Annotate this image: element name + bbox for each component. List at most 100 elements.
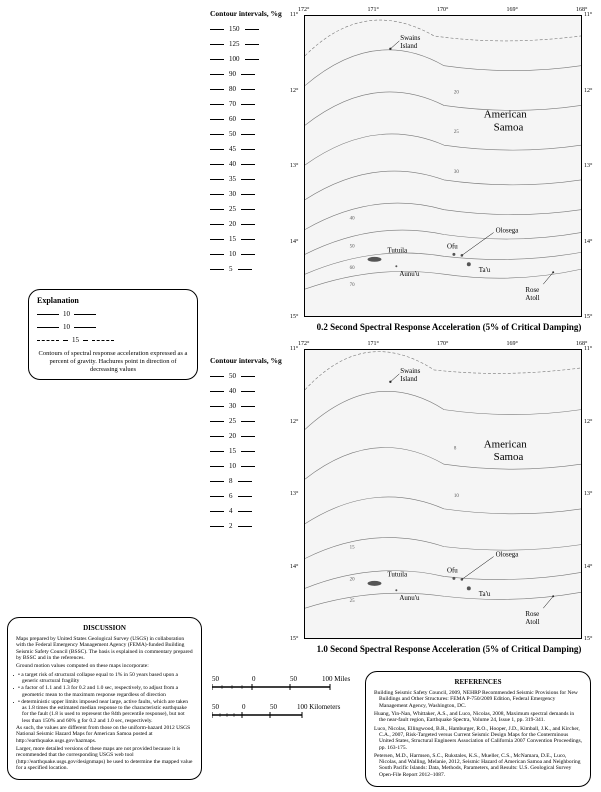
- scale-bar: 50 0 50 100 Miles 50 0 50 100 Kilometers: [212, 673, 362, 725]
- svg-text:20: 20: [350, 577, 355, 582]
- svg-text:Olosega: Olosega: [496, 551, 519, 559]
- explanation-title: Explanation: [37, 296, 189, 305]
- svg-text:100 Miles: 100 Miles: [322, 675, 350, 683]
- svg-text:Samoa: Samoa: [494, 121, 524, 133]
- svg-text:Island: Island: [400, 42, 417, 50]
- references-box: REFERENCES Building Seismic Safety Counc…: [365, 671, 591, 787]
- legend-solid-2: 10: [37, 323, 189, 331]
- lat-label: 14°: [290, 564, 298, 570]
- discussion-box: DISCUSSION Maps prepared by United State…: [7, 617, 202, 780]
- svg-text:Atoll: Atoll: [525, 294, 539, 302]
- references-title: REFERENCES: [374, 678, 582, 686]
- contour-row: 40: [210, 387, 282, 395]
- contour-top-title: Contour intervals, %g: [210, 9, 282, 18]
- svg-text:Swains: Swains: [400, 367, 420, 375]
- svg-text:Tutuila: Tutuila: [387, 570, 407, 578]
- svg-text:50: 50: [212, 703, 220, 711]
- olosega-label: Olosega: [496, 227, 519, 235]
- svg-text:50: 50: [212, 675, 220, 683]
- svg-text:Rose: Rose: [525, 610, 539, 618]
- svg-text:40: 40: [350, 217, 355, 222]
- contour-row: 125: [210, 40, 282, 48]
- explanation-box: Explanation 10 10 15 Contours of spectra…: [28, 289, 198, 380]
- contour-row: 35: [210, 175, 282, 183]
- svg-text:Samoa: Samoa: [494, 451, 524, 463]
- tau-label: Ta'u: [479, 266, 491, 274]
- lat-label: 13°: [584, 163, 592, 169]
- contour-row: 15: [210, 447, 282, 455]
- contour-row: 100: [210, 55, 282, 63]
- legend-hachure: 15: [37, 336, 189, 344]
- lat-label: 12°: [584, 419, 592, 425]
- lat-label: 11°: [584, 12, 592, 18]
- svg-text:25: 25: [350, 599, 355, 604]
- contour-row: 10: [210, 462, 282, 470]
- lat-label: 12°: [584, 88, 592, 94]
- lon-label: 172°: [298, 7, 309, 13]
- contour-row: 4: [210, 507, 282, 515]
- lat-label: 15°: [290, 314, 298, 320]
- contour-row: 90: [210, 70, 282, 78]
- legend-solid: 10: [37, 310, 189, 318]
- rose-label: Rose: [525, 286, 539, 294]
- lat-label: 15°: [584, 636, 592, 642]
- svg-text:15: 15: [350, 546, 355, 551]
- svg-text:Ofu: Ofu: [447, 566, 458, 574]
- contour-row: 5: [210, 265, 282, 273]
- contour-row: 30: [210, 190, 282, 198]
- contour-row: 20: [210, 220, 282, 228]
- svg-text:25: 25: [454, 130, 459, 135]
- lat-label: 11°: [290, 12, 298, 18]
- svg-text:Atoll: Atoll: [525, 618, 539, 626]
- svg-text:30: 30: [454, 170, 459, 175]
- lat-label: 11°: [584, 346, 592, 352]
- contour-row: 2: [210, 522, 282, 530]
- lon-label: 170°: [437, 7, 448, 13]
- lat-label: 11°: [290, 346, 298, 352]
- lat-label: 13°: [290, 491, 298, 497]
- contour-scale-top: Contour intervals, %g 150125100908070605…: [210, 9, 282, 280]
- map-1: 70 60 50 40 30 25 20 Swains Island Ameri…: [304, 15, 582, 317]
- contour-row: 50: [210, 130, 282, 138]
- contour-row: 50: [210, 372, 282, 380]
- american-samoa-label: American: [484, 108, 528, 120]
- svg-text:10: 10: [454, 494, 459, 499]
- lon-label: 170°: [437, 341, 448, 347]
- map2-caption: 1.0 Second Spectral Response Acceleratio…: [304, 644, 594, 654]
- contour-row: 6: [210, 492, 282, 500]
- svg-text:20: 20: [454, 91, 459, 96]
- svg-text:Island: Island: [400, 375, 417, 383]
- lon-label: 172°: [298, 341, 309, 347]
- contour-row: 70: [210, 100, 282, 108]
- contour-row: 20: [210, 432, 282, 440]
- lat-label: 12°: [290, 419, 298, 425]
- svg-text:50: 50: [290, 675, 298, 683]
- lat-label: 13°: [290, 163, 298, 169]
- tutuila-label: Tutuila: [387, 246, 407, 254]
- map1-caption: 0.2 Second Spectral Response Acceleratio…: [304, 322, 594, 332]
- ofu-label: Ofu: [447, 242, 458, 250]
- lat-label: 15°: [584, 314, 592, 320]
- contour-scale-bottom: Contour intervals, %g 504030252015108642: [210, 356, 282, 537]
- svg-text:70: 70: [350, 283, 355, 288]
- svg-text:Ta'u: Ta'u: [479, 590, 491, 598]
- svg-text:Aunu'u: Aunu'u: [399, 594, 420, 602]
- map-2: 25 20 15 10 8 Swains Island American Sam…: [304, 349, 582, 639]
- svg-text:0: 0: [242, 703, 246, 711]
- aunuu-label: Aunu'u: [399, 270, 420, 278]
- lon-label: 171°: [368, 7, 379, 13]
- svg-text:100 Kilometers: 100 Kilometers: [297, 703, 341, 711]
- contour-row: 80: [210, 85, 282, 93]
- svg-text:60: 60: [350, 266, 355, 271]
- contour-row: 60: [210, 115, 282, 123]
- contour-bottom-title: Contour intervals, %g: [210, 356, 282, 365]
- lat-label: 15°: [290, 636, 298, 642]
- contour-row: 40: [210, 160, 282, 168]
- svg-text:50: 50: [270, 703, 278, 711]
- explanation-text: Contours of spectral response accelerati…: [37, 350, 189, 373]
- lat-label: 14°: [584, 564, 592, 570]
- svg-text:0: 0: [252, 675, 256, 683]
- lon-label: 169°: [507, 341, 518, 347]
- svg-text:American: American: [484, 438, 528, 450]
- lat-label: 13°: [584, 491, 592, 497]
